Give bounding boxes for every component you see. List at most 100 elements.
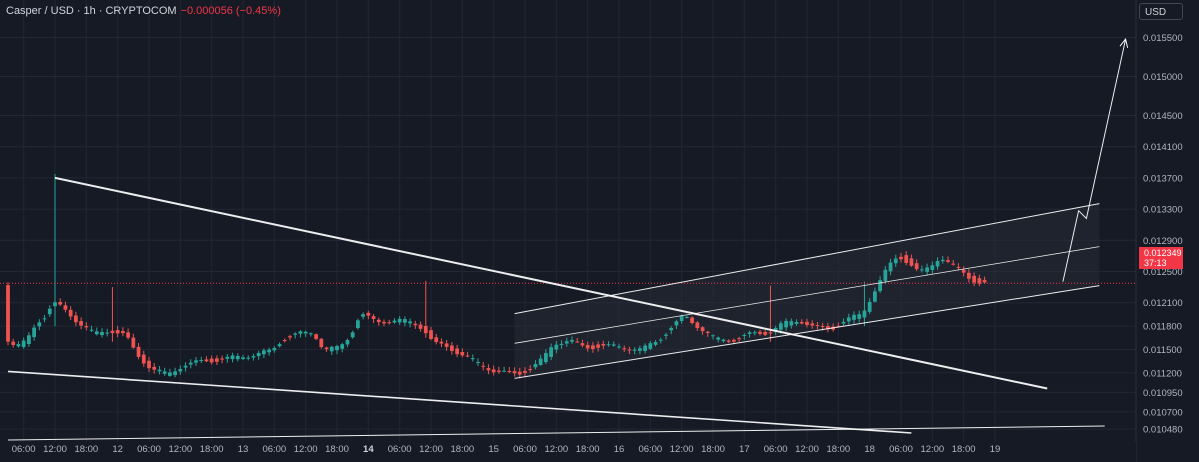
candle xyxy=(168,372,172,376)
x-tick-label: 17 xyxy=(739,444,750,455)
candle xyxy=(638,348,642,351)
candle xyxy=(904,255,909,263)
y-tick-label: 0.015500 xyxy=(1143,33,1183,44)
candle xyxy=(920,269,924,271)
y-tick-label: 0.014500 xyxy=(1143,111,1183,122)
candle xyxy=(846,317,851,322)
candle xyxy=(559,343,564,346)
y-tick-label: 0.011500 xyxy=(1143,345,1182,356)
candle xyxy=(136,346,141,357)
candle xyxy=(94,331,99,335)
candle xyxy=(596,344,600,348)
x-tick-label: 06:00 xyxy=(889,444,913,455)
y-tick-label: 0.015000 xyxy=(1143,72,1183,83)
candle xyxy=(632,349,637,351)
lower-wedge-line xyxy=(7,370,912,434)
candle xyxy=(89,329,94,331)
candle xyxy=(361,314,365,317)
candle xyxy=(324,347,329,350)
x-tick-label: 12:00 xyxy=(294,444,318,455)
candle xyxy=(157,369,162,372)
candle xyxy=(523,371,527,373)
candle xyxy=(42,318,47,320)
interval-label[interactable]: 1h xyxy=(83,5,96,17)
candle xyxy=(946,260,950,262)
candle xyxy=(115,330,120,334)
candle xyxy=(737,338,741,340)
candle xyxy=(47,308,52,315)
candle xyxy=(340,344,345,349)
candle xyxy=(528,369,533,371)
candle xyxy=(277,344,282,347)
y-tick-label: 0.010950 xyxy=(1143,388,1183,399)
candle xyxy=(246,357,251,359)
candle xyxy=(716,337,721,340)
candle xyxy=(873,291,877,302)
symbol-name[interactable]: Casper / USD xyxy=(6,5,74,17)
candle xyxy=(209,358,214,363)
exchange-label: CRYPTOCOM xyxy=(105,5,177,17)
candle xyxy=(173,371,177,376)
y-tick-label: 0.011800 xyxy=(1143,322,1182,333)
candle xyxy=(319,338,324,348)
candle xyxy=(251,356,256,358)
candle xyxy=(58,301,63,305)
candle xyxy=(779,323,783,330)
candle xyxy=(314,334,318,339)
candle xyxy=(752,332,757,334)
x-tick-label: 18:00 xyxy=(450,444,474,455)
candle xyxy=(799,322,804,324)
y-tick-label: 0.013300 xyxy=(1143,205,1183,216)
candle xyxy=(841,321,846,324)
candle xyxy=(690,317,694,324)
x-tick-label: 18:00 xyxy=(325,444,349,455)
x-tick-label: 06:00 xyxy=(12,444,36,455)
x-tick-label: 12:00 xyxy=(670,444,694,455)
candle xyxy=(293,333,298,335)
currency-button[interactable]: USD xyxy=(1139,3,1183,20)
candle xyxy=(700,327,705,332)
price-change: −0.000056 (−0.45%) xyxy=(180,5,281,17)
projection-arrow xyxy=(1062,38,1127,282)
candle xyxy=(899,256,903,260)
candle xyxy=(267,349,271,353)
candle xyxy=(575,341,580,343)
candle xyxy=(74,315,78,323)
candle xyxy=(204,359,209,362)
candle xyxy=(110,330,115,334)
candle xyxy=(470,358,475,360)
candle xyxy=(705,331,710,333)
x-tick-label: 12:00 xyxy=(43,444,67,455)
candle xyxy=(439,341,444,344)
candle xyxy=(888,262,893,272)
price-axis xyxy=(1136,0,1199,462)
channel-mid xyxy=(514,246,1100,344)
candle xyxy=(162,371,167,374)
last-price-value: 0.012349 xyxy=(1144,248,1182,258)
candle xyxy=(329,346,334,352)
candle xyxy=(63,305,68,310)
chart-header: Casper / USD · 1h · CRYPTOCOM −0.000056 (−0.4… xyxy=(6,5,281,17)
arrow-head xyxy=(1119,37,1129,48)
candle xyxy=(763,331,768,335)
candle xyxy=(16,344,21,347)
candle xyxy=(350,332,355,338)
candle xyxy=(585,344,590,349)
descending-trendline xyxy=(54,176,1048,390)
candle xyxy=(732,339,736,342)
candle xyxy=(627,349,632,351)
candle xyxy=(152,366,157,370)
candle xyxy=(230,355,235,360)
candle xyxy=(450,345,454,351)
y-tick-label: 0.012900 xyxy=(1143,236,1183,247)
x-tick-label: 06:00 xyxy=(262,444,286,455)
candle xyxy=(643,345,647,351)
candle xyxy=(826,326,830,330)
candle xyxy=(371,316,376,320)
candle xyxy=(674,321,679,326)
candle xyxy=(517,371,522,375)
candle xyxy=(507,370,512,372)
channel-lower xyxy=(514,285,1100,379)
